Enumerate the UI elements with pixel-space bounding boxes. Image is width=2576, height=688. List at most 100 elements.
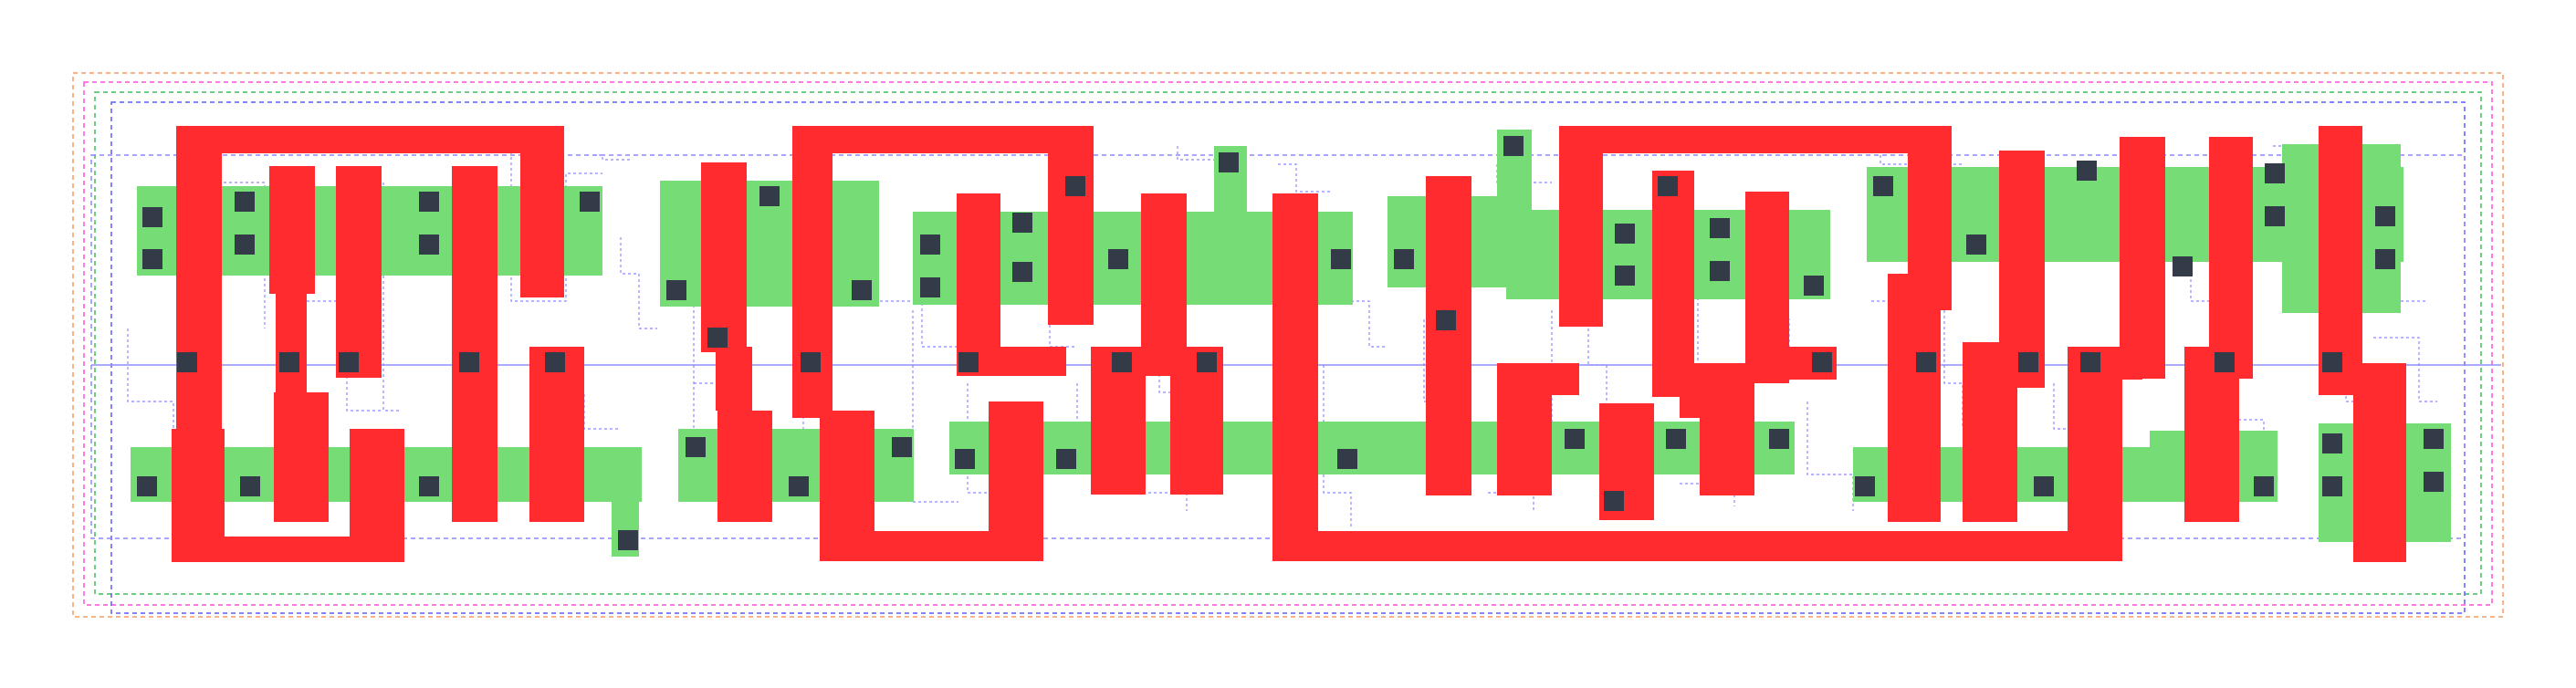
contact-square [801, 352, 821, 372]
contact-square [240, 476, 260, 496]
outer-boundary-pink [83, 81, 2493, 606]
poly-strip [1497, 363, 1579, 395]
contact-square [892, 437, 912, 457]
contact-square [1197, 352, 1217, 372]
contact-square [958, 352, 979, 372]
contact-square [137, 476, 157, 496]
poly-strip [520, 126, 564, 297]
contact-square [2265, 206, 2285, 226]
contact-square [686, 437, 706, 457]
contact-square [2265, 163, 2285, 183]
poly-strip [2353, 363, 2406, 562]
contact-square [789, 476, 809, 496]
poly-strip [1559, 126, 1603, 327]
poly-strip [2184, 347, 2239, 522]
contact-square [1710, 218, 1730, 238]
contact-square [2322, 476, 2342, 496]
poly-strip [269, 166, 315, 294]
poly-strip [336, 166, 382, 378]
contact-square [2077, 161, 2097, 181]
contact-square [142, 207, 162, 227]
contact-square [759, 186, 780, 206]
poly-strip [1141, 193, 1187, 376]
contact-square [545, 352, 565, 372]
contact-square [2375, 249, 2395, 269]
contact-square [2424, 429, 2444, 449]
contact-square [235, 235, 255, 255]
contact-square [1065, 176, 1085, 196]
contact-square [1873, 176, 1893, 196]
poly-strip [1048, 126, 1094, 325]
poly-strip [1963, 342, 2017, 522]
poly-strip [2068, 347, 2122, 561]
poly-strip [2209, 137, 2253, 379]
contact-square [1012, 213, 1032, 233]
contact-square [142, 249, 162, 269]
route-path [1943, 283, 1963, 429]
contact-square [1710, 261, 1730, 281]
outer-boundary-green [94, 91, 2482, 595]
contact-square [279, 352, 299, 372]
contact-square [2080, 352, 2100, 372]
poly-shapes [172, 126, 2406, 562]
poly-strip [276, 292, 307, 392]
route-path [2373, 337, 2437, 402]
contact-square [1108, 249, 1128, 269]
contact-squares [137, 136, 2444, 550]
contact-square [1855, 476, 1875, 496]
poly-strip [1272, 531, 2120, 561]
contact-square [618, 530, 638, 550]
contact-square [1804, 276, 1824, 296]
poly-strip [176, 126, 564, 153]
poly-strip [2319, 126, 2362, 395]
route-path [1341, 228, 1387, 348]
route-path [620, 237, 657, 329]
contact-square [2034, 476, 2054, 496]
poly-strip [1426, 176, 1471, 495]
poly-strip [350, 429, 404, 562]
poly-strip [1652, 171, 1694, 397]
contact-square [1658, 176, 1678, 196]
poly-strip [1272, 193, 1318, 561]
contact-square [920, 277, 940, 297]
contact-square [852, 280, 872, 300]
poly-strip [1888, 274, 1941, 522]
contact-square [419, 235, 439, 255]
contact-square [1966, 235, 1986, 255]
route-path [593, 154, 630, 161]
contact-square [1666, 429, 1686, 449]
poly-strip [989, 401, 1043, 561]
contact-square [955, 449, 975, 469]
poly-strip [716, 347, 752, 411]
contact-square [2322, 433, 2342, 453]
contact-square [920, 235, 940, 255]
contact-square [580, 192, 600, 212]
contact-square [2322, 352, 2342, 372]
contact-square [2173, 256, 2193, 276]
contact-square [707, 328, 728, 348]
contact-square [2375, 206, 2395, 226]
contact-square [1503, 136, 1524, 156]
contact-square [235, 192, 255, 212]
contact-square [1337, 449, 1357, 469]
contact-square [1615, 224, 1635, 244]
contact-square [2215, 352, 2235, 372]
contact-square [459, 352, 479, 372]
contact-square [419, 192, 439, 212]
poly-strip [957, 193, 1000, 376]
contact-square [1916, 352, 1936, 372]
contact-square [1112, 352, 1132, 372]
route-path [510, 146, 602, 302]
contact-square [1056, 449, 1076, 469]
poly-strip [1559, 126, 1952, 153]
poly-strip [701, 162, 747, 352]
poly-strip [1999, 151, 2045, 342]
poly-strip [717, 411, 772, 522]
contact-square [1219, 152, 1239, 172]
contact-square [177, 352, 197, 372]
contact-square [2254, 476, 2274, 496]
contact-square [1565, 429, 1585, 449]
poly-strip [1908, 126, 1952, 283]
poly-strip [1700, 363, 1754, 495]
